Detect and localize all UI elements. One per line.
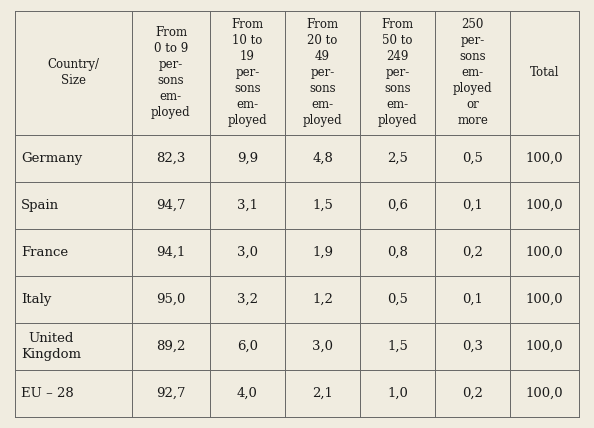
Text: From
10 to
19
per-
sons
em-
ployed: From 10 to 19 per- sons em- ployed bbox=[228, 18, 267, 127]
Text: Spain: Spain bbox=[21, 199, 59, 212]
Text: 0,3: 0,3 bbox=[462, 340, 483, 353]
Text: 3,0: 3,0 bbox=[237, 246, 258, 259]
Text: 1,9: 1,9 bbox=[312, 246, 333, 259]
Text: France: France bbox=[21, 246, 68, 259]
Text: 2,1: 2,1 bbox=[312, 387, 333, 400]
Text: 0,1: 0,1 bbox=[462, 199, 483, 212]
Text: 100,0: 100,0 bbox=[526, 293, 564, 306]
Text: From
50 to
249
per-
sons
em-
ployed: From 50 to 249 per- sons em- ployed bbox=[378, 18, 418, 127]
Text: 82,3: 82,3 bbox=[156, 152, 185, 165]
Text: 1,5: 1,5 bbox=[387, 340, 408, 353]
Text: 100,0: 100,0 bbox=[526, 152, 564, 165]
Text: 95,0: 95,0 bbox=[156, 293, 185, 306]
Text: EU – 28: EU – 28 bbox=[21, 387, 74, 400]
Text: 0,1: 0,1 bbox=[462, 293, 483, 306]
Text: 4,8: 4,8 bbox=[312, 152, 333, 165]
Text: 89,2: 89,2 bbox=[156, 340, 185, 353]
Text: 4,0: 4,0 bbox=[237, 387, 258, 400]
Text: 0,6: 0,6 bbox=[387, 199, 408, 212]
Text: 1,5: 1,5 bbox=[312, 199, 333, 212]
Text: 0,2: 0,2 bbox=[462, 246, 483, 259]
Text: 100,0: 100,0 bbox=[526, 387, 564, 400]
Text: 6,0: 6,0 bbox=[237, 340, 258, 353]
Text: Country/
Size: Country/ Size bbox=[48, 58, 99, 87]
Text: 9,9: 9,9 bbox=[237, 152, 258, 165]
Text: 100,0: 100,0 bbox=[526, 199, 564, 212]
Text: 250
per-
sons
em-
ployed
or
more: 250 per- sons em- ployed or more bbox=[453, 18, 492, 127]
Text: Italy: Italy bbox=[21, 293, 51, 306]
Text: Germany: Germany bbox=[21, 152, 82, 165]
Text: 0,2: 0,2 bbox=[462, 387, 483, 400]
Text: United
Kingdom: United Kingdom bbox=[21, 332, 81, 361]
Text: 3,2: 3,2 bbox=[237, 293, 258, 306]
Text: 100,0: 100,0 bbox=[526, 246, 564, 259]
Text: Total: Total bbox=[530, 66, 560, 79]
Text: 94,7: 94,7 bbox=[156, 199, 186, 212]
Text: 0,5: 0,5 bbox=[387, 293, 408, 306]
Text: From
20 to
49
per-
sons
em-
ployed: From 20 to 49 per- sons em- ployed bbox=[303, 18, 342, 127]
Text: 92,7: 92,7 bbox=[156, 387, 186, 400]
Text: 3,1: 3,1 bbox=[237, 199, 258, 212]
Text: 2,5: 2,5 bbox=[387, 152, 408, 165]
Text: 0,5: 0,5 bbox=[462, 152, 483, 165]
Text: 1,0: 1,0 bbox=[387, 387, 408, 400]
Text: 0,8: 0,8 bbox=[387, 246, 408, 259]
Text: 100,0: 100,0 bbox=[526, 340, 564, 353]
Text: 94,1: 94,1 bbox=[156, 246, 185, 259]
Text: From
0 to 9
per-
sons
em-
ployed: From 0 to 9 per- sons em- ployed bbox=[151, 26, 191, 119]
Text: 3,0: 3,0 bbox=[312, 340, 333, 353]
Text: 1,2: 1,2 bbox=[312, 293, 333, 306]
